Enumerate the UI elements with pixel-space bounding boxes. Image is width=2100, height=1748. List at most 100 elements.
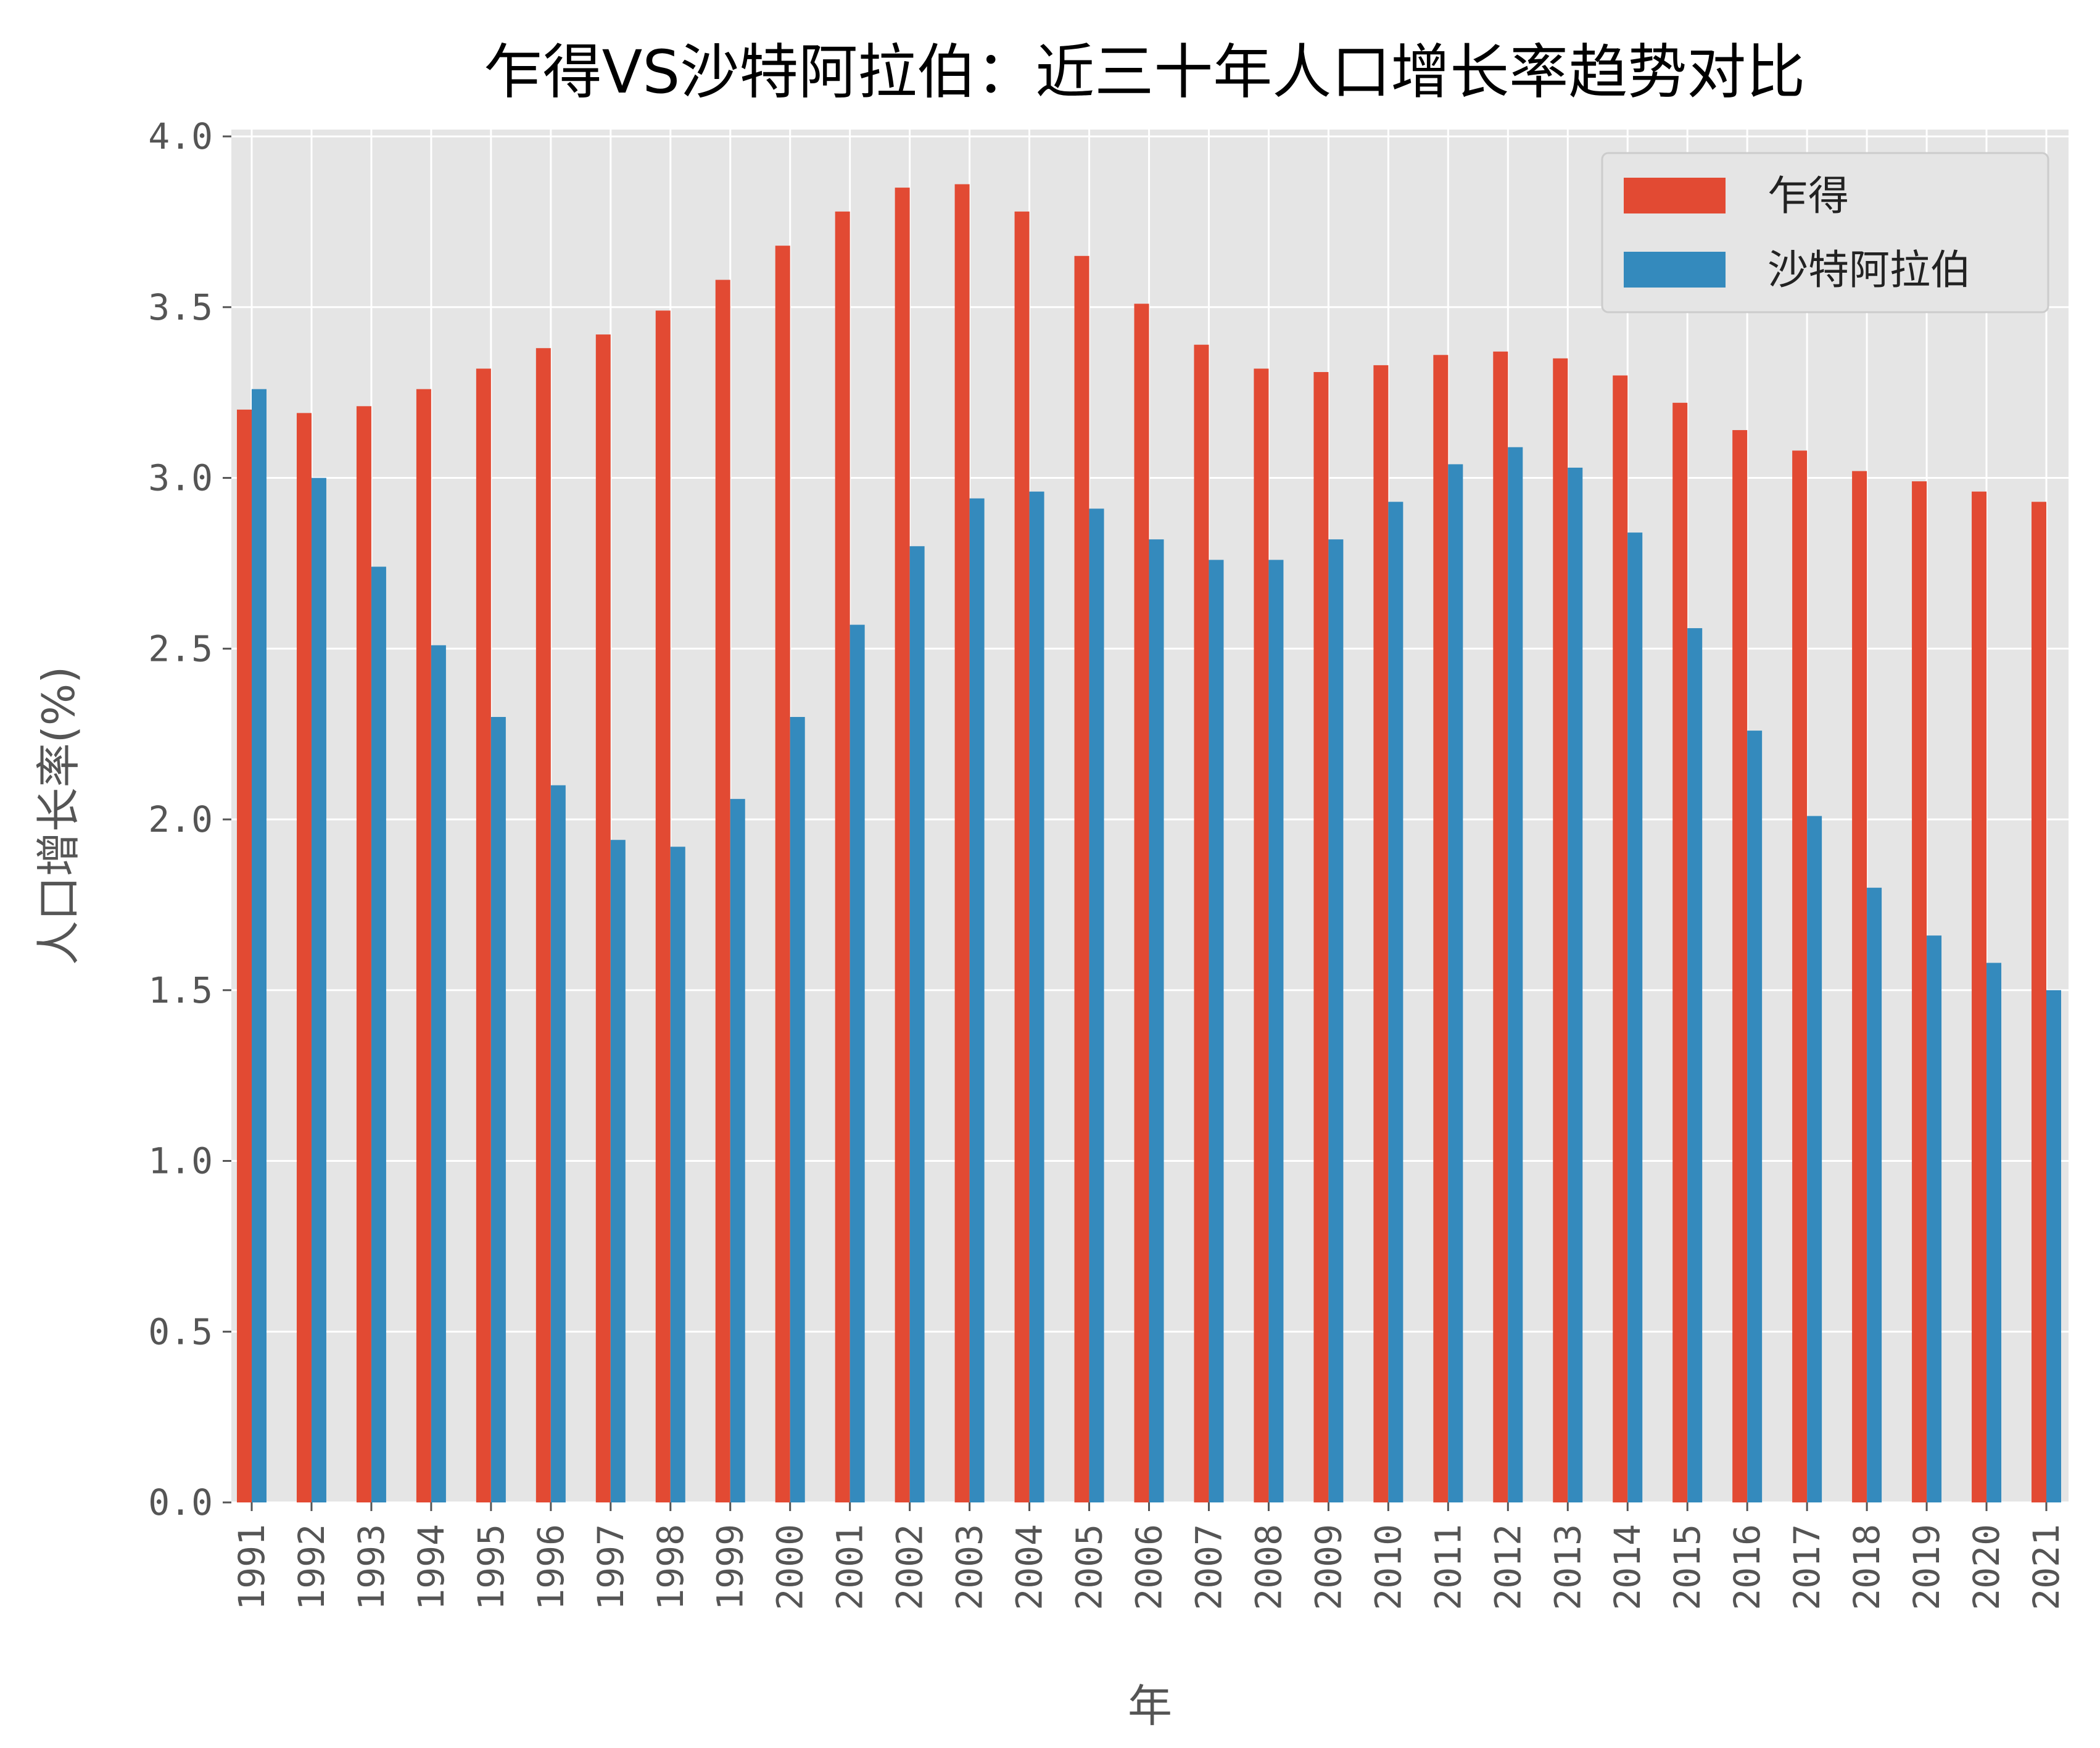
bar-chad: [1972, 491, 1987, 1502]
bar-chad: [1194, 344, 1209, 1502]
bar-chad: [1912, 481, 1927, 1502]
x-tick-label: 2010: [1367, 1524, 1409, 1610]
bar-chad: [1373, 365, 1389, 1502]
bar-chad: [655, 310, 671, 1503]
bar-chad: [1553, 358, 1568, 1503]
x-tick-label: 2001: [829, 1524, 871, 1610]
y-tick-label: 1.0: [148, 1140, 213, 1182]
x-tick-label: 1991: [231, 1524, 273, 1610]
y-tick-label: 2.0: [148, 798, 213, 840]
x-tick-label: 1996: [530, 1524, 572, 1610]
bar-saudi-arabia: [371, 566, 386, 1502]
y-tick-label: 2.5: [148, 628, 213, 669]
x-tick-label: 2009: [1307, 1524, 1349, 1610]
bar-saudi-arabia: [1328, 539, 1344, 1502]
bar-saudi-arabia: [1149, 539, 1164, 1502]
y-tick-label: 1.5: [148, 969, 213, 1011]
bar-chad: [1792, 450, 1808, 1502]
bar-saudi-arabia: [850, 624, 865, 1502]
bar-saudi-arabia: [1448, 464, 1463, 1502]
x-tick-label: 2000: [769, 1524, 811, 1610]
bar-saudi-arabia: [1807, 816, 1822, 1502]
bar-saudi-arabia: [670, 847, 685, 1502]
bar-chad: [1672, 402, 1688, 1502]
x-tick-label: 1998: [650, 1524, 692, 1610]
bar-saudi-arabia: [1029, 491, 1044, 1502]
x-tick-label: 2016: [1726, 1524, 1768, 1610]
bars: [237, 184, 2061, 1503]
y-axis: 0.0 0.5 1.0 1.5 2.0 2.5 3.0 3.5 4.0: [148, 115, 231, 1523]
x-tick-label: 1993: [350, 1524, 392, 1610]
bar-chad: [1074, 255, 1089, 1502]
legend-swatch-chad: [1624, 178, 1726, 213]
bar-chad: [2032, 502, 2046, 1502]
bar-saudi-arabia: [2046, 990, 2061, 1502]
bar-chad: [715, 280, 730, 1502]
bar-saudi-arabia: [1268, 560, 1284, 1502]
bar-chad: [416, 389, 431, 1503]
bar-chad: [954, 184, 970, 1503]
x-tick-label: 2008: [1247, 1524, 1289, 1610]
bar-chad: [1134, 304, 1149, 1502]
bar-chad: [1613, 375, 1628, 1502]
bar-chad: [296, 413, 312, 1502]
legend-label-chad: 乍得: [1767, 172, 1849, 220]
x-tick-label: 2003: [949, 1524, 991, 1610]
bar-chad: [1014, 211, 1030, 1502]
bar-chad: [1852, 471, 1867, 1502]
bar-chad: [1732, 430, 1748, 1502]
x-tick-label: 2019: [1906, 1524, 1948, 1610]
legend-label-saudi-arabia: 沙特阿拉伯: [1767, 246, 1971, 294]
x-tick-label: 2018: [1846, 1524, 1888, 1610]
x-axis-label: 年: [1128, 1680, 1172, 1732]
y-tick-label: 3.5: [148, 286, 213, 328]
bar-chad: [476, 368, 491, 1503]
x-tick-label: 1995: [470, 1524, 512, 1610]
x-tick-label: 2020: [1966, 1524, 2007, 1610]
x-tick-label: 2021: [2025, 1524, 2067, 1610]
x-tick-label: 2012: [1487, 1524, 1529, 1610]
bar-saudi-arabia: [1089, 508, 1104, 1502]
x-tick-label: 2013: [1547, 1524, 1589, 1610]
bar-saudi-arabia: [1508, 447, 1523, 1503]
bar-chad: [356, 406, 371, 1502]
bar-saudi-arabia: [1388, 502, 1403, 1502]
x-tick-label: 1994: [410, 1524, 452, 1610]
bar-saudi-arabia: [790, 716, 805, 1502]
bar-saudi-arabia: [1867, 887, 1882, 1502]
x-tick-label: 1997: [590, 1524, 632, 1610]
x-axis: 1991 1992 1993 1994 1995 1996 1997 1998 1999 2000…: [231, 1502, 2067, 1610]
bar-chad: [1433, 355, 1449, 1502]
bar-saudi-arabia: [490, 716, 506, 1502]
chart-title: 乍得VS沙特阿拉伯：近三十年人口增长率趋势对比: [484, 38, 1806, 107]
x-tick-label: 2005: [1069, 1524, 1110, 1610]
bar-saudi-arabia: [1627, 532, 1643, 1503]
bar-chad: [595, 334, 611, 1502]
bar-saudi-arabia: [431, 645, 446, 1502]
x-tick-label: 2007: [1188, 1524, 1230, 1610]
bar-saudi-arabia: [1927, 935, 1942, 1502]
bar-saudi-arabia: [550, 785, 566, 1502]
bar-saudi-arabia: [252, 389, 267, 1503]
x-tick-label: 2015: [1666, 1524, 1708, 1610]
x-tick-label: 1992: [291, 1524, 333, 1610]
bar-chad: [1493, 351, 1508, 1502]
x-tick-label: 2006: [1128, 1524, 1170, 1610]
bar-saudi-arabia: [1747, 731, 1763, 1502]
bar-chad: [535, 348, 551, 1502]
bar-saudi-arabia: [1687, 628, 1703, 1502]
legend: 乍得 沙特阿拉伯: [1601, 152, 2049, 313]
bar-chad: [1254, 368, 1269, 1503]
bar-saudi-arabia: [1568, 467, 1583, 1502]
bar-chad: [775, 246, 790, 1502]
y-tick-label: 0.5: [148, 1311, 213, 1352]
x-tick-label: 2017: [1786, 1524, 1828, 1610]
x-tick-label: 2011: [1427, 1524, 1469, 1610]
bar-saudi-arabia: [969, 498, 985, 1502]
bar-chad: [895, 188, 910, 1502]
y-tick-label: 4.0: [148, 115, 213, 157]
y-tick-label: 0.0: [148, 1481, 213, 1523]
bar-saudi-arabia: [730, 798, 745, 1502]
bar-saudi-arabia: [610, 840, 626, 1502]
